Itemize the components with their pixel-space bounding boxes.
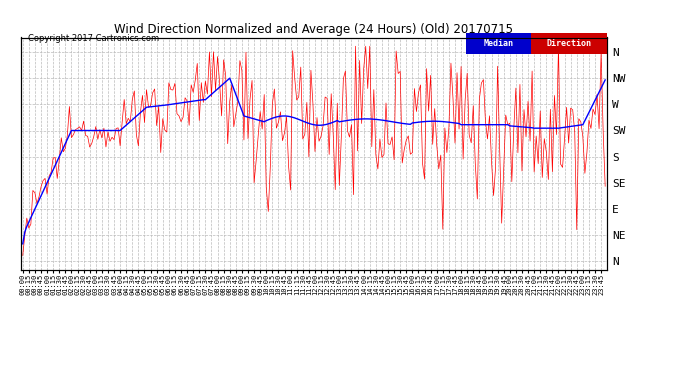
Text: Copyright 2017 Cartronics.com: Copyright 2017 Cartronics.com (28, 34, 159, 43)
Title: Wind Direction Normalized and Average (24 Hours) (Old) 20170715: Wind Direction Normalized and Average (2… (115, 23, 513, 36)
Text: Median: Median (484, 39, 513, 48)
Text: Direction: Direction (546, 39, 591, 48)
FancyBboxPatch shape (466, 33, 531, 54)
FancyBboxPatch shape (531, 33, 607, 54)
